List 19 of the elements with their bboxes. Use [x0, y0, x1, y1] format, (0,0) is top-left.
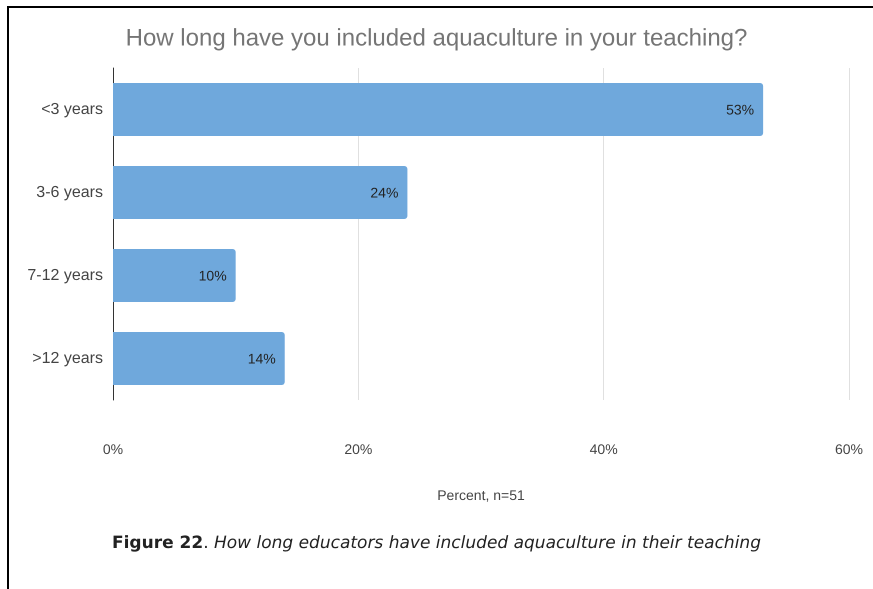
bar [113, 248, 236, 302]
y-tick-label: 3-6 years [36, 184, 103, 201]
x-tick-label: 0% [102, 441, 124, 457]
data-label: 24% [370, 184, 398, 200]
x-tick-label: 60% [834, 441, 864, 457]
x-axis-title: Percent, n=51 [437, 487, 525, 503]
data-label: 53% [726, 102, 754, 118]
y-tick-label: <3 years [41, 101, 103, 118]
y-tick-label: >12 years [32, 350, 103, 367]
bar [113, 166, 408, 220]
data-label: 14% [248, 350, 276, 366]
chart-title: How long have you included aquaculture in your teaching? [126, 24, 748, 52]
caption: Figure 22. How long educators have included aquaculture in their teaching [112, 533, 761, 553]
data-label: 10% [198, 268, 227, 284]
bar [113, 82, 764, 136]
x-tick-label: 40% [590, 441, 618, 457]
bar [113, 332, 285, 386]
y-tick-label: 7-12 years [27, 267, 103, 284]
x-tick-label: 20% [344, 441, 372, 457]
